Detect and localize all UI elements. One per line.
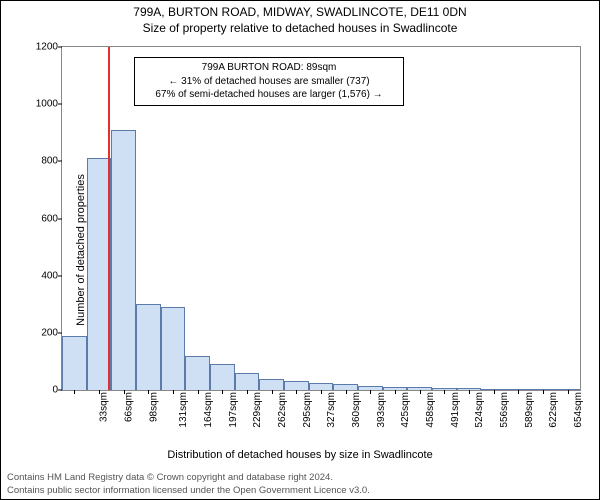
annotation-line-2: ← 31% of detached houses are smaller (73… <box>141 75 397 89</box>
histogram-bar <box>259 379 284 390</box>
x-tick-mark <box>99 390 100 394</box>
x-tick-mark <box>494 390 495 394</box>
x-tick-mark <box>444 390 445 394</box>
x-tick-mark <box>543 390 544 394</box>
y-tick-mark <box>58 218 62 219</box>
x-tick-label: 262sqm <box>277 392 288 428</box>
x-tick-mark <box>469 390 470 394</box>
x-tick-label: 622sqm <box>548 392 559 428</box>
footer: Contains HM Land Registry data © Crown c… <box>7 472 370 497</box>
x-tick-label: 491sqm <box>450 392 461 428</box>
histogram-bar <box>161 307 186 390</box>
plot-area: 02004006008001000120033sqm66sqm98sqm131s… <box>61 46 581 391</box>
x-tick-label: 327sqm <box>326 392 337 428</box>
annotation-line-1: 799A BURTON ROAD: 89sqm <box>141 61 397 75</box>
histogram-bar <box>235 373 260 390</box>
histogram-bar <box>309 383 334 390</box>
y-tick-label: 400 <box>41 270 58 281</box>
x-tick-mark <box>222 390 223 394</box>
histogram-bar <box>62 336 87 390</box>
x-tick-label: 654sqm <box>573 392 584 428</box>
y-tick-mark <box>58 332 62 333</box>
x-tick-mark <box>346 390 347 394</box>
x-tick-label: 295sqm <box>302 392 313 428</box>
y-tick-mark <box>58 275 62 276</box>
y-tick-label: 1000 <box>36 99 58 110</box>
x-tick-label: 360sqm <box>351 392 362 428</box>
x-tick-label: 164sqm <box>203 392 214 428</box>
x-tick-mark <box>148 390 149 394</box>
y-tick-mark <box>58 47 62 48</box>
x-tick-label: 393sqm <box>376 392 387 428</box>
x-tick-label: 458sqm <box>425 392 436 428</box>
x-tick-mark <box>370 390 371 394</box>
x-tick-label: 66sqm <box>124 392 135 422</box>
x-tick-mark <box>395 390 396 394</box>
y-tick-label: 600 <box>41 213 58 224</box>
x-tick-mark <box>247 390 248 394</box>
footer-line-1: Contains HM Land Registry data © Crown c… <box>7 472 370 484</box>
x-tick-label: 524sqm <box>474 392 485 428</box>
x-tick-mark <box>272 390 273 394</box>
x-tick-mark <box>321 390 322 394</box>
x-tick-label: 425sqm <box>400 392 411 428</box>
x-tick-mark <box>420 390 421 394</box>
x-tick-mark <box>74 390 75 394</box>
x-tick-mark <box>296 390 297 394</box>
x-tick-mark <box>124 390 125 394</box>
y-tick-label: 200 <box>41 327 58 338</box>
x-tick-label: 589sqm <box>524 392 535 428</box>
y-tick-mark <box>58 161 62 162</box>
x-tick-label: 197sqm <box>228 392 239 428</box>
annotation-box: 799A BURTON ROAD: 89sqm ← 31% of detache… <box>134 57 404 106</box>
histogram-bar <box>136 304 161 390</box>
x-tick-mark <box>518 390 519 394</box>
x-tick-mark <box>173 390 174 394</box>
x-tick-label: 556sqm <box>499 392 510 428</box>
x-tick-label: 33sqm <box>99 392 110 422</box>
x-tick-mark <box>568 390 569 394</box>
x-axis-label: Distribution of detached houses by size … <box>1 449 599 461</box>
title-line-1: 799A, BURTON ROAD, MIDWAY, SWADLINCOTE, … <box>1 5 599 19</box>
histogram-bar <box>111 130 136 390</box>
figure: 799A, BURTON ROAD, MIDWAY, SWADLINCOTE, … <box>0 0 600 500</box>
x-tick-label: 98sqm <box>148 392 159 422</box>
histogram-bar <box>284 381 309 390</box>
y-tick-label: 1200 <box>36 42 58 53</box>
x-tick-label: 229sqm <box>252 392 263 428</box>
histogram-bar <box>210 364 235 390</box>
title-line-2: Size of property relative to detached ho… <box>1 21 599 35</box>
property-marker-line <box>108 47 110 390</box>
x-tick-mark <box>198 390 199 394</box>
annotation-line-3: 67% of semi-detached houses are larger (… <box>141 88 397 102</box>
footer-line-2: Contains public sector information licen… <box>7 485 370 497</box>
histogram-bar <box>185 356 210 390</box>
y-tick-label: 800 <box>41 156 58 167</box>
x-tick-label: 131sqm <box>178 392 189 428</box>
y-tick-mark <box>58 104 62 105</box>
